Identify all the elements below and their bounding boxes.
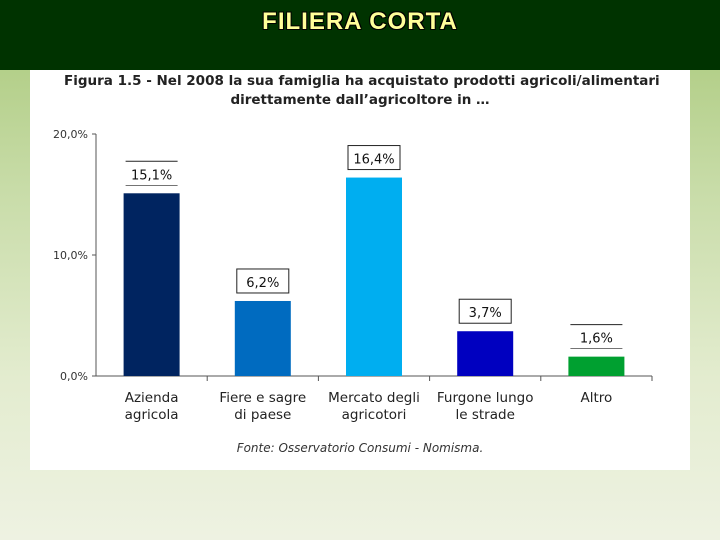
bar — [234, 300, 291, 376]
value-label-box — [347, 145, 401, 171]
chart-title-line-1: Figura 1.5 - Nel 2008 la sua famiglia ha… — [64, 73, 660, 89]
bar — [457, 331, 514, 376]
category-label: Furgone lungo — [437, 390, 534, 406]
category-label: agricotori — [342, 407, 407, 423]
category-label: Mercato degli — [328, 390, 420, 406]
category-label: agricola — [125, 407, 179, 423]
category-label: Altro — [581, 390, 613, 406]
value-label: 1,6% — [580, 332, 613, 347]
slide-header: FILIERA CORTA — [0, 0, 720, 70]
chart-panel: Figura 1.5 - Nel 2008 la sua famiglia ha… — [30, 70, 690, 470]
y-tick-label: 10,0% — [53, 249, 88, 262]
bar — [123, 193, 180, 376]
slide-title: FILIERA CORTA — [262, 8, 458, 35]
category-label: Fiere e sagre — [219, 390, 306, 406]
value-label: 3,7% — [469, 306, 502, 321]
y-tick-label: 0,0% — [60, 370, 88, 383]
value-label-box — [458, 298, 512, 324]
chart-title: Figura 1.5 - Nel 2008 la sua famiglia ha… — [30, 72, 690, 110]
value-label-box — [236, 268, 290, 294]
chart-title-line-2: direttamente dall’agricoltore in … — [230, 92, 490, 108]
value-label: 6,2% — [246, 276, 279, 291]
bar — [346, 177, 402, 376]
chart-source: Fonte: Osservatorio Consumi - Nomisma. — [236, 441, 484, 455]
value-label: 16,4% — [353, 153, 394, 168]
category-label: di paese — [234, 407, 291, 423]
bar — [568, 356, 625, 376]
y-tick-label: 20,0% — [53, 128, 88, 141]
category-label: Azienda — [125, 390, 179, 406]
category-label: le strade — [456, 407, 515, 423]
value-label: 15,1% — [131, 168, 172, 183]
